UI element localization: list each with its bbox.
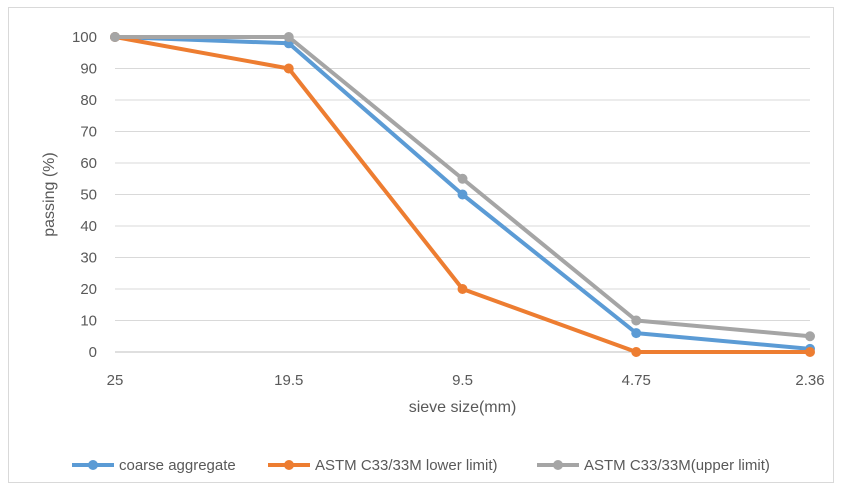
series-3 (110, 32, 815, 342)
y-tick-label: 50 (80, 187, 97, 204)
series-1 (110, 32, 815, 354)
data-point (283, 63, 294, 74)
data-point (805, 331, 815, 342)
data-point (805, 347, 815, 357)
y-tick-label: 40 (80, 218, 97, 235)
chart-frame (8, 7, 834, 483)
x-axis-title: sieve size(mm) (409, 399, 517, 416)
data-point (457, 173, 468, 184)
x-tick-label: 19.5 (274, 372, 303, 389)
y-tick-label: 60 (80, 155, 97, 172)
legend-swatch-marker (284, 460, 294, 470)
y-tick-label: 80 (80, 92, 97, 109)
legend-label: ASTM C33/33M lower limit) (315, 457, 498, 474)
y-tick-label: 10 (80, 313, 97, 330)
y-tick-label: 90 (80, 61, 97, 78)
data-point (283, 32, 294, 42)
legend-item: ASTM C33/33M(upper limit) (537, 457, 770, 474)
data-point (631, 328, 642, 339)
data-point (457, 284, 468, 294)
y-tick-label: 20 (80, 281, 97, 298)
y-tick-label: 0 (89, 344, 97, 361)
legend-swatch-marker (553, 460, 563, 470)
y-axis-title: passing (%) (41, 152, 58, 236)
series-lines (110, 32, 815, 357)
y-tick-label: 30 (80, 250, 97, 267)
data-point (631, 347, 642, 357)
y-tick-label: 100 (72, 29, 97, 46)
legend-label: coarse aggregate (119, 457, 236, 474)
x-tick-label: 2.36 (795, 372, 824, 389)
x-tick-label: 9.5 (452, 372, 473, 389)
y-axis-ticks: 0 10 20 30 40 50 60 70 80 90 100 (72, 29, 97, 361)
legend: coarse aggregate ASTM C33/33M lower limit… (72, 457, 770, 474)
x-tick-label: 25 (107, 372, 124, 389)
data-point (631, 315, 642, 326)
data-point (110, 32, 120, 42)
data-point (457, 189, 468, 200)
y-tick-label: 70 (80, 124, 97, 141)
x-tick-label: 4.75 (622, 372, 651, 389)
legend-item: ASTM C33/33M lower limit) (268, 457, 498, 474)
legend-item: coarse aggregate (72, 457, 236, 474)
legend-swatch-marker (88, 460, 98, 470)
x-axis-ticks: 25 19.5 9.5 4.75 2.36 (107, 372, 825, 389)
legend-label: ASTM C33/33M(upper limit) (584, 457, 770, 474)
